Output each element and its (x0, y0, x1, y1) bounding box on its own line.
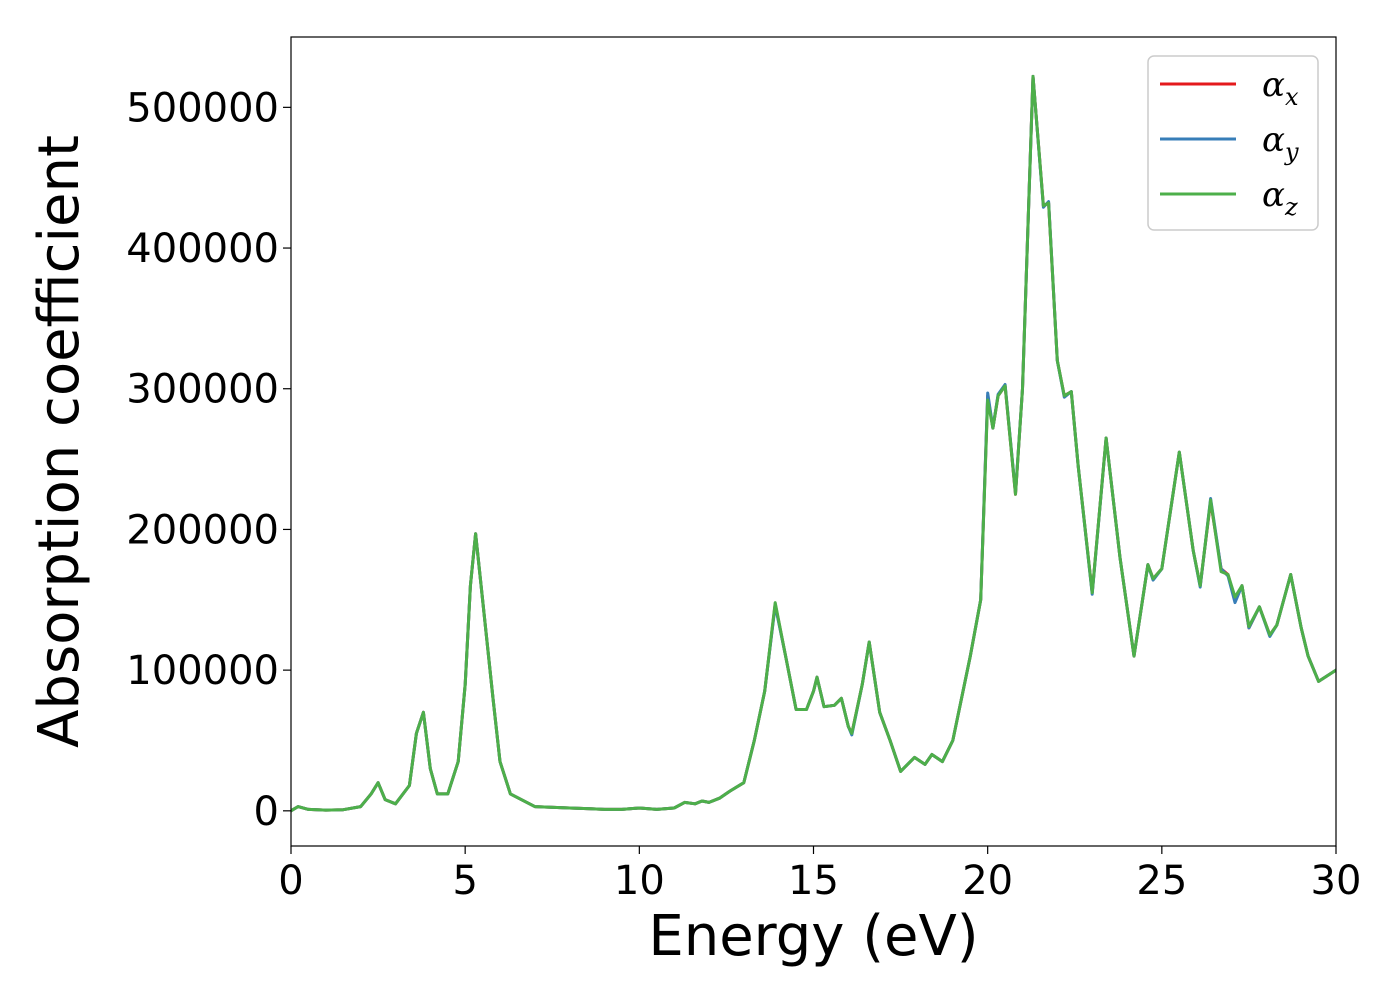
x-tick-label: 15 (788, 858, 839, 904)
x-axis: 0 5 10 15 20 25 30 (278, 846, 1361, 904)
y-tick-label: 500000 (126, 85, 279, 131)
x-tick-label: 30 (1311, 858, 1362, 904)
y-tick-label: 200000 (126, 507, 279, 553)
x-axis-label: Energy (eV) (648, 904, 978, 969)
x-tick-label: 20 (962, 858, 1013, 904)
x-tick-label: 10 (614, 858, 665, 904)
y-axis-label: Absorption coefficient (27, 135, 92, 748)
series-line-z (291, 74, 1336, 813)
plot-lines (291, 74, 1336, 813)
legend-label-y: αy (1262, 120, 1299, 166)
legend: αx αy αz (1147, 55, 1319, 231)
x-tick-label: 25 (1136, 858, 1187, 904)
x-tick-label: 0 (278, 858, 303, 904)
x-tick-label: 5 (452, 858, 477, 904)
legend-label-x: αx (1262, 65, 1299, 111)
y-tick-label: 0 (254, 789, 279, 835)
legend-box (1147, 55, 1319, 231)
legend-label-z: αz (1262, 175, 1298, 221)
y-tick-label: 100000 (126, 648, 279, 694)
y-tick-label: 400000 (126, 226, 279, 272)
y-tick-label: 300000 (126, 367, 279, 413)
y-axis: 0 100000 200000 300000 400000 500000 (126, 85, 291, 835)
